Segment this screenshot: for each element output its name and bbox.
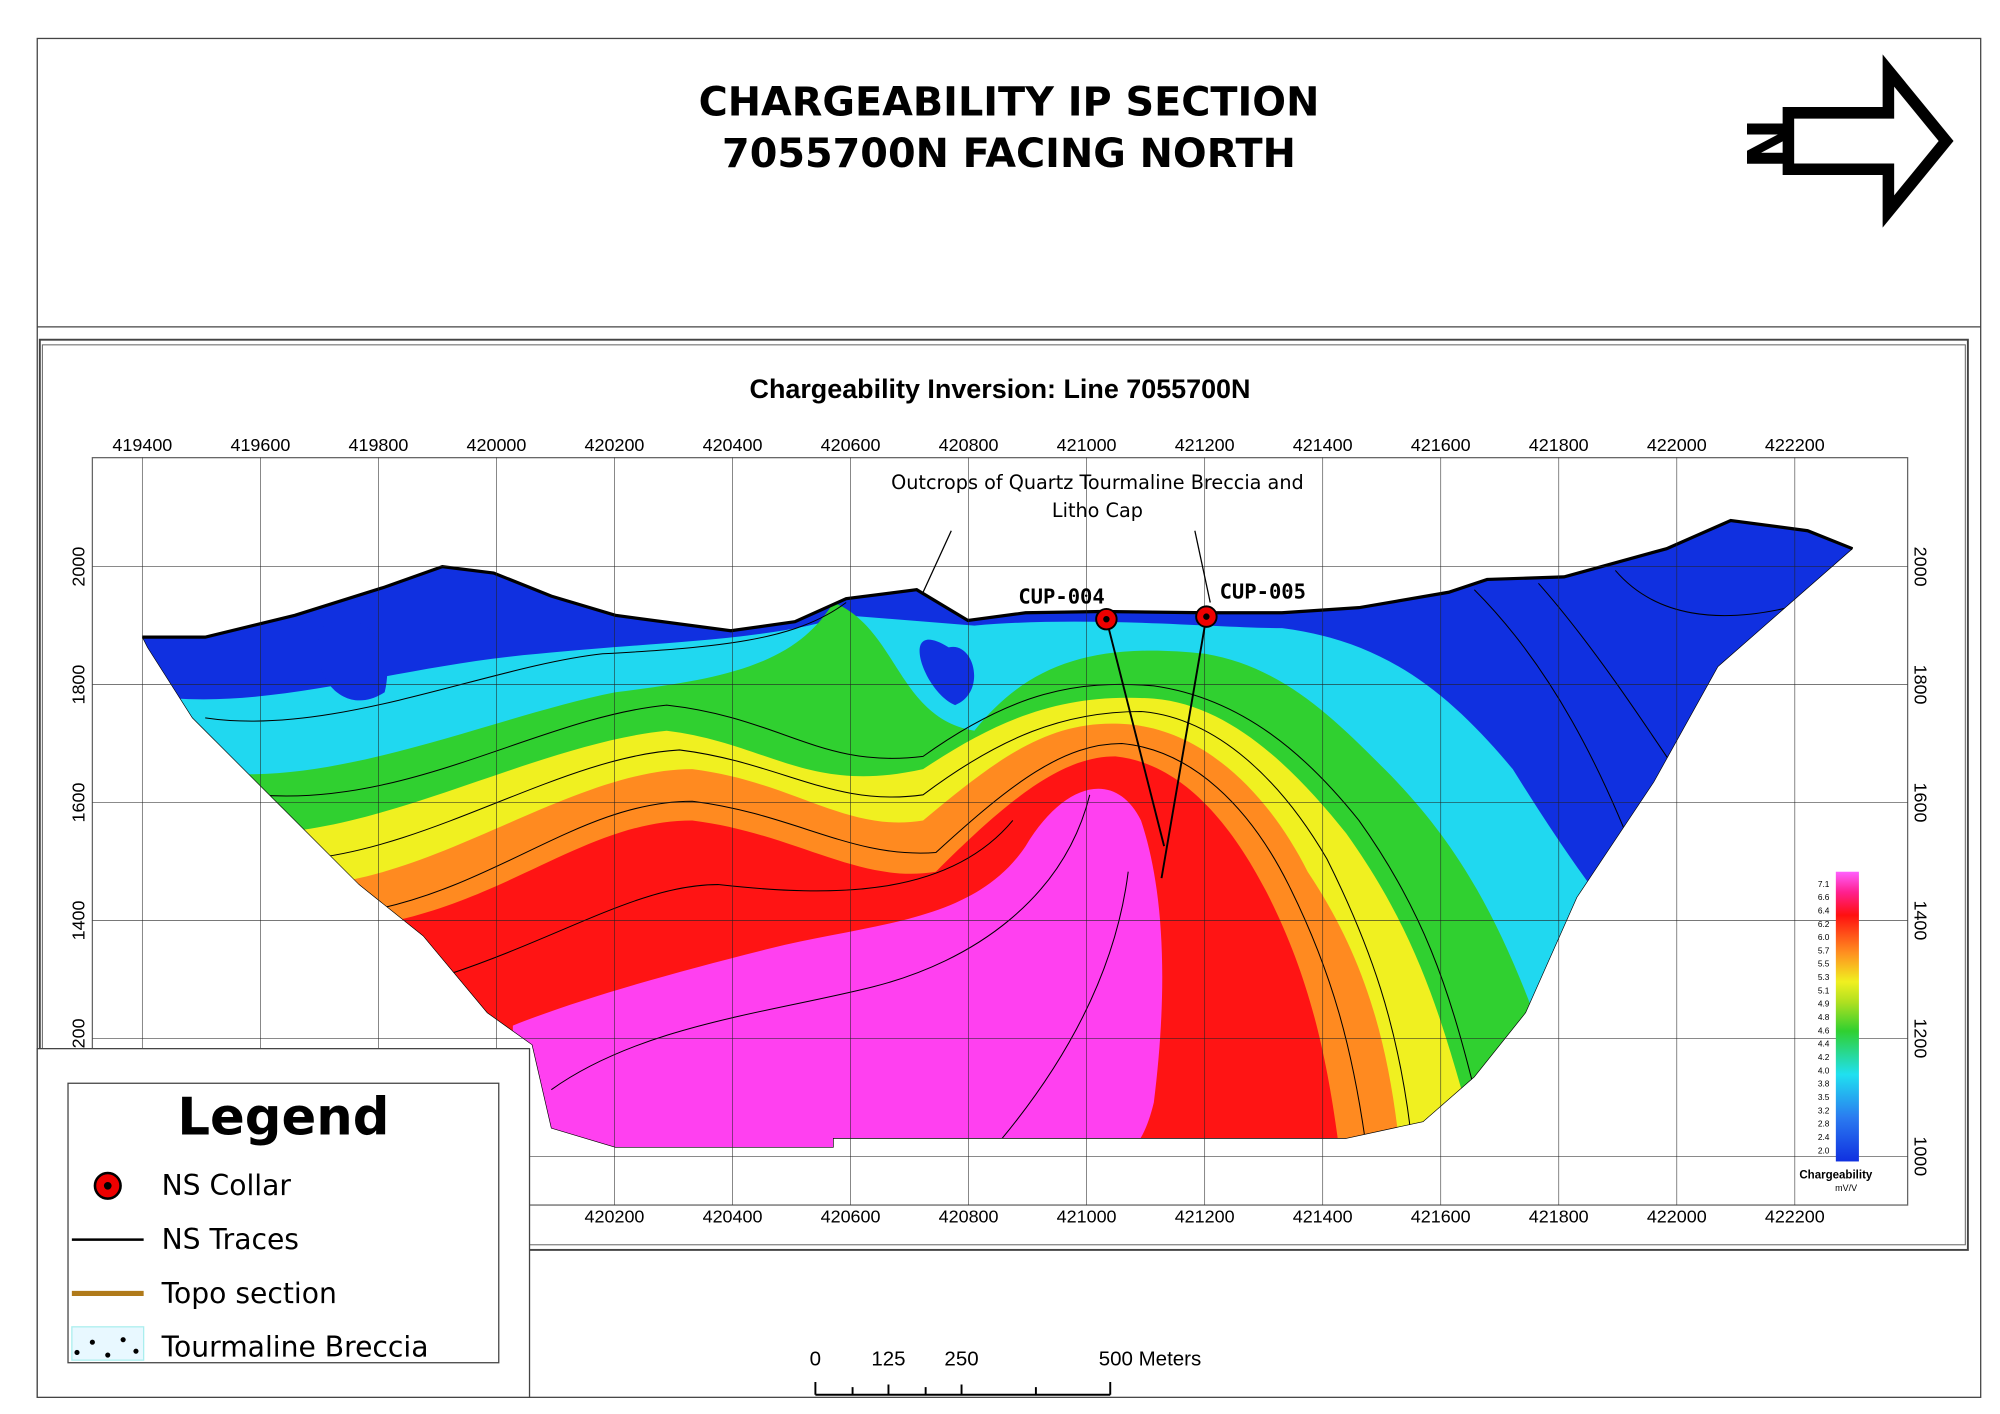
x-tick-label: 421200 xyxy=(1175,435,1235,455)
y-tick-label: 1200 xyxy=(1910,1018,1930,1058)
legend-item: NS Collar xyxy=(162,1169,292,1202)
x-tick-label: 420000 xyxy=(467,435,527,455)
x-tick-label: 421600 xyxy=(1411,435,1471,455)
legend-item: Tourmaline Breccia xyxy=(161,1331,429,1364)
y-tick-label: 1800 xyxy=(68,665,88,705)
colorbar: Chargeability mV/V 7.1 6.6 6.4 6.2 6.0 5.7 5.5… xyxy=(1799,871,1873,1193)
scale-ticks xyxy=(814,1381,1112,1396)
y-tick-label: 1000 xyxy=(1910,1136,1930,1176)
x-tick-label: 422000 xyxy=(1647,1207,1707,1227)
ns-collar-dot xyxy=(1203,613,1210,620)
contour-lines xyxy=(205,570,1808,1142)
scale-bar: 0 125 250 500 Meters xyxy=(810,1348,1202,1396)
colorbar-label: 5.3 xyxy=(1818,972,1830,982)
colorbar-label: 6.4 xyxy=(1818,905,1830,915)
x-tick-label: 420600 xyxy=(821,1207,881,1227)
x-tick-label: 421800 xyxy=(1529,435,1589,455)
colorbar-label: 6.0 xyxy=(1818,932,1830,942)
scale-label: 0 xyxy=(810,1348,821,1371)
colorbar-label: 4.4 xyxy=(1818,1039,1830,1049)
legend-symbol xyxy=(74,1337,139,1358)
x-tick-label: 422200 xyxy=(1765,435,1825,455)
y-tick-label: 1600 xyxy=(1910,783,1930,823)
colorbar-label: 6.2 xyxy=(1818,919,1830,929)
x-tick-label: 419600 xyxy=(230,435,290,455)
x-tick-label: 421800 xyxy=(1529,1207,1589,1227)
legend-box xyxy=(67,1082,500,1364)
ns-collar-dot xyxy=(1103,615,1110,623)
north-arrow: N xyxy=(1732,54,1954,228)
x-tick-label: 419800 xyxy=(349,435,409,455)
colorbar-label: 3.8 xyxy=(1818,1079,1830,1089)
legend-symbol xyxy=(103,1181,112,1190)
collar-label: CUP-004 xyxy=(1018,584,1104,608)
colorbar-label: 5.1 xyxy=(1818,985,1830,995)
colorbar-label: 3.2 xyxy=(1818,1105,1830,1115)
x-tick-label: 422000 xyxy=(1647,435,1707,455)
y-tick-label: 1400 xyxy=(68,900,88,940)
colorbar-label: 4.0 xyxy=(1818,1065,1830,1075)
colorbar-label: 5.5 xyxy=(1818,959,1830,969)
colorbar-label: 2.4 xyxy=(1818,1132,1830,1142)
colorbar-label: 7.1 xyxy=(1818,879,1830,889)
colorbar-label: 4.8 xyxy=(1818,1012,1830,1022)
colorbar-label: 2.0 xyxy=(1818,1145,1830,1155)
drill-holes: CUP-004 CUP-005 xyxy=(1018,579,1306,879)
leader-line xyxy=(922,530,952,593)
x-tick-label: 420600 xyxy=(821,435,881,455)
legend-title: Legend xyxy=(177,1087,389,1147)
colorbar-title: Chargeability xyxy=(1799,1170,1873,1182)
y-tick-label: 1600 xyxy=(68,783,88,823)
collar-label: CUP-005 xyxy=(1220,579,1306,603)
page-title: CHARGEABILITY IP SECTION xyxy=(699,80,1320,126)
x-tick-label: 420800 xyxy=(939,435,999,455)
colorbar-label: 4.6 xyxy=(1818,1025,1830,1035)
x-tick-label: 421400 xyxy=(1293,1207,1353,1227)
colorbar-label: 6.6 xyxy=(1818,892,1830,902)
ns-trace xyxy=(1105,618,1166,847)
scale-label: 500 Meters xyxy=(1099,1348,1202,1371)
annotation-text: Litho Cap xyxy=(1052,499,1143,522)
legend-item: NS Traces xyxy=(162,1223,299,1256)
y-tick-label: 1800 xyxy=(1910,665,1930,705)
x-tick-label: 420400 xyxy=(703,435,763,455)
x-tick-label: 421000 xyxy=(1057,435,1117,455)
colorbar-label: 4.2 xyxy=(1818,1052,1830,1062)
colorbar-ramp xyxy=(1835,871,1859,1162)
scale-label: 125 xyxy=(871,1348,905,1371)
x-tick-label: 420800 xyxy=(939,1207,999,1227)
north-arrow-shape xyxy=(1782,54,1954,228)
x-tick-label: 420200 xyxy=(585,435,645,455)
leader-line xyxy=(1194,530,1211,603)
x-tick-label: 421200 xyxy=(1175,1207,1235,1227)
scale-label: 250 xyxy=(944,1348,978,1371)
x-tick-label: 419400 xyxy=(112,435,172,455)
section-frame-inner xyxy=(41,344,1966,1246)
x-tick-label: 421400 xyxy=(1293,435,1353,455)
section-title: Chargeability Inversion: Line 7055700N xyxy=(750,374,1251,404)
colorbar-label: 3.5 xyxy=(1818,1092,1830,1102)
section-frame xyxy=(38,338,1969,1251)
y-tick-label: 2000 xyxy=(1910,547,1930,587)
legend: Legend NS Collar NS Traces Topo section … xyxy=(36,1048,531,1398)
x-tick-label: 420400 xyxy=(703,1207,763,1227)
ns-trace xyxy=(1160,616,1208,879)
colorbar-label: 2.8 xyxy=(1818,1119,1830,1129)
colorbar-unit: mV/V xyxy=(1835,1183,1857,1193)
x-tick-label: 421600 xyxy=(1411,1207,1471,1227)
page-subtitle: 7055700N FACING NORTH xyxy=(722,131,1296,177)
zone-magenta xyxy=(512,788,1163,1148)
colorbar-label: 4.9 xyxy=(1818,999,1830,1009)
colorbar-label: 5.7 xyxy=(1818,945,1830,955)
outer-frame xyxy=(36,37,1982,1398)
annotation: Outcrops of Quartz Tourmaline Breccia an… xyxy=(891,471,1304,603)
legend-item: Topo section xyxy=(161,1277,337,1310)
x-tick-label: 422200 xyxy=(1765,1207,1825,1227)
annotation-text: Outcrops of Quartz Tourmaline Breccia an… xyxy=(891,471,1304,494)
x-tick-label: 421000 xyxy=(1057,1207,1117,1227)
y-tick-label: 1400 xyxy=(1910,900,1930,940)
x-tick-label: 420200 xyxy=(585,1207,645,1227)
y-tick-label: 2000 xyxy=(68,547,88,587)
